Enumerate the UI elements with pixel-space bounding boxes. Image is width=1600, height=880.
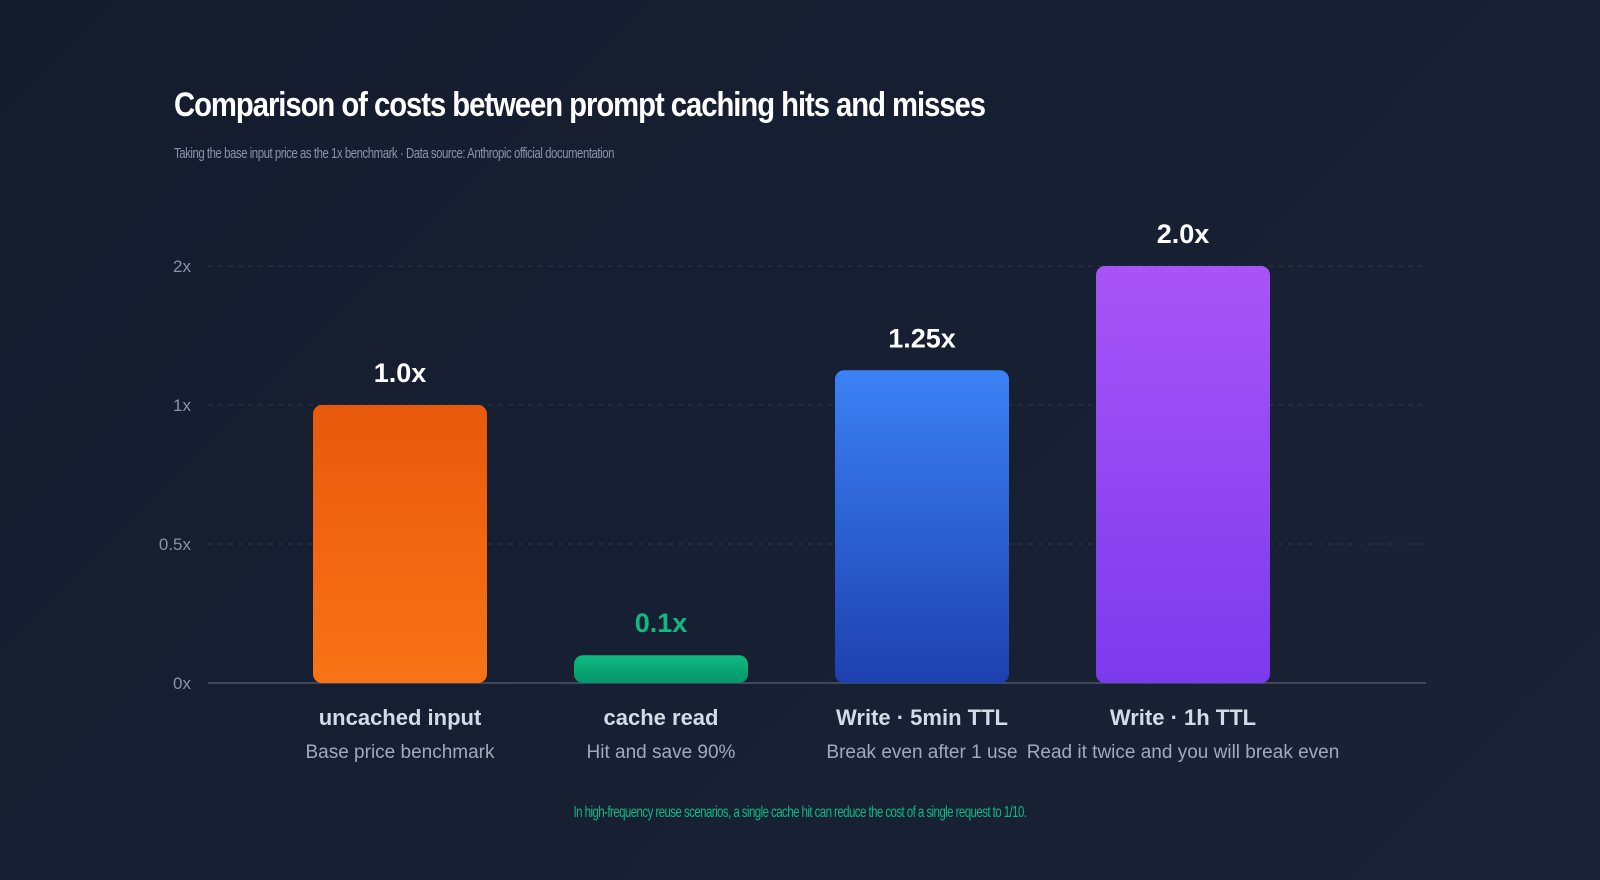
chart-title: Comparison of costs between prompt cachi… [174,86,986,124]
y-tick-label: 1x [173,396,191,415]
y-tick-label: 2x [173,257,191,276]
category-label: cache read [604,705,719,730]
label-layer: 0x 0.5x 1x 2x 1.0x uncached input Base price b… [159,219,1339,763]
bar[interactable] [835,370,1009,683]
bar[interactable] [313,405,487,683]
bar-value-label: 1.0x [374,358,427,388]
chart-footnote: In high-frequency reuse scenarios, a sin… [573,804,1028,821]
category-note: Read it twice and you will break even [1027,742,1340,763]
bar-value-label: 0.1x [635,608,688,638]
category-note: Break even after 1 use [826,742,1017,763]
category-label: uncached input [319,705,482,730]
category-label: Write · 5min TTL [836,705,1008,730]
bar-layer [313,266,1270,683]
category-note: Base price benchmark [305,742,495,763]
y-tick-label: 0x [173,674,191,693]
chart-subtitle: Taking the base input price as the 1x be… [174,145,614,162]
bar[interactable] [1096,266,1270,683]
bar[interactable] [574,655,748,683]
category-note: Hit and save 90% [587,742,736,763]
category-label: Write · 1h TTL [1110,705,1256,730]
bar-value-label: 1.25x [888,323,956,353]
bar-value-label: 2.0x [1157,219,1210,249]
y-tick-label: 0.5x [159,535,192,554]
